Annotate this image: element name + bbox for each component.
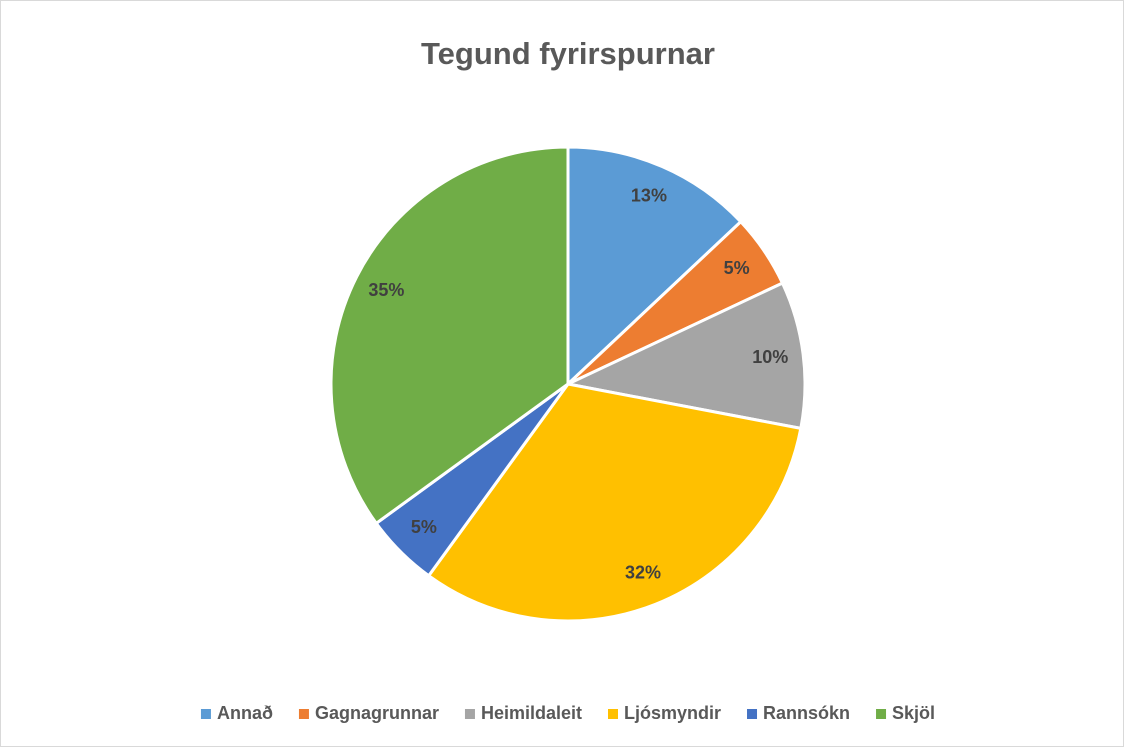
legend-label: Heimildaleit <box>481 703 582 723</box>
legend-swatch <box>747 709 758 719</box>
legend-swatch <box>298 709 309 719</box>
data-label: 32% <box>625 562 661 582</box>
legend-label: Ljósmyndir <box>624 703 721 723</box>
pie-slice <box>427 382 803 623</box>
data-label: 5% <box>411 517 437 537</box>
legend-label: Rannsókn <box>763 703 850 723</box>
data-label: 13% <box>631 186 667 206</box>
data-label: 10% <box>752 347 788 367</box>
legend-swatch <box>608 709 618 719</box>
chart-title: Tegund fyrirspurnar <box>421 36 715 71</box>
legend-swatch <box>464 709 475 719</box>
legend-label: Annað <box>217 703 273 723</box>
legend-label: Gagnagrunnar <box>315 703 439 723</box>
legend: Annað Gagnagrunnar Heimildaleit Ljósmyndir R… <box>200 703 935 723</box>
pie-slice <box>329 145 570 525</box>
legend-swatch <box>876 709 887 719</box>
data-label: 35% <box>368 280 404 300</box>
legend-label: Skjöl <box>892 703 935 723</box>
pie-slice <box>566 281 807 430</box>
pie-slice <box>566 145 743 386</box>
legend-swatch <box>200 709 211 719</box>
data-label: 5% <box>724 258 750 278</box>
